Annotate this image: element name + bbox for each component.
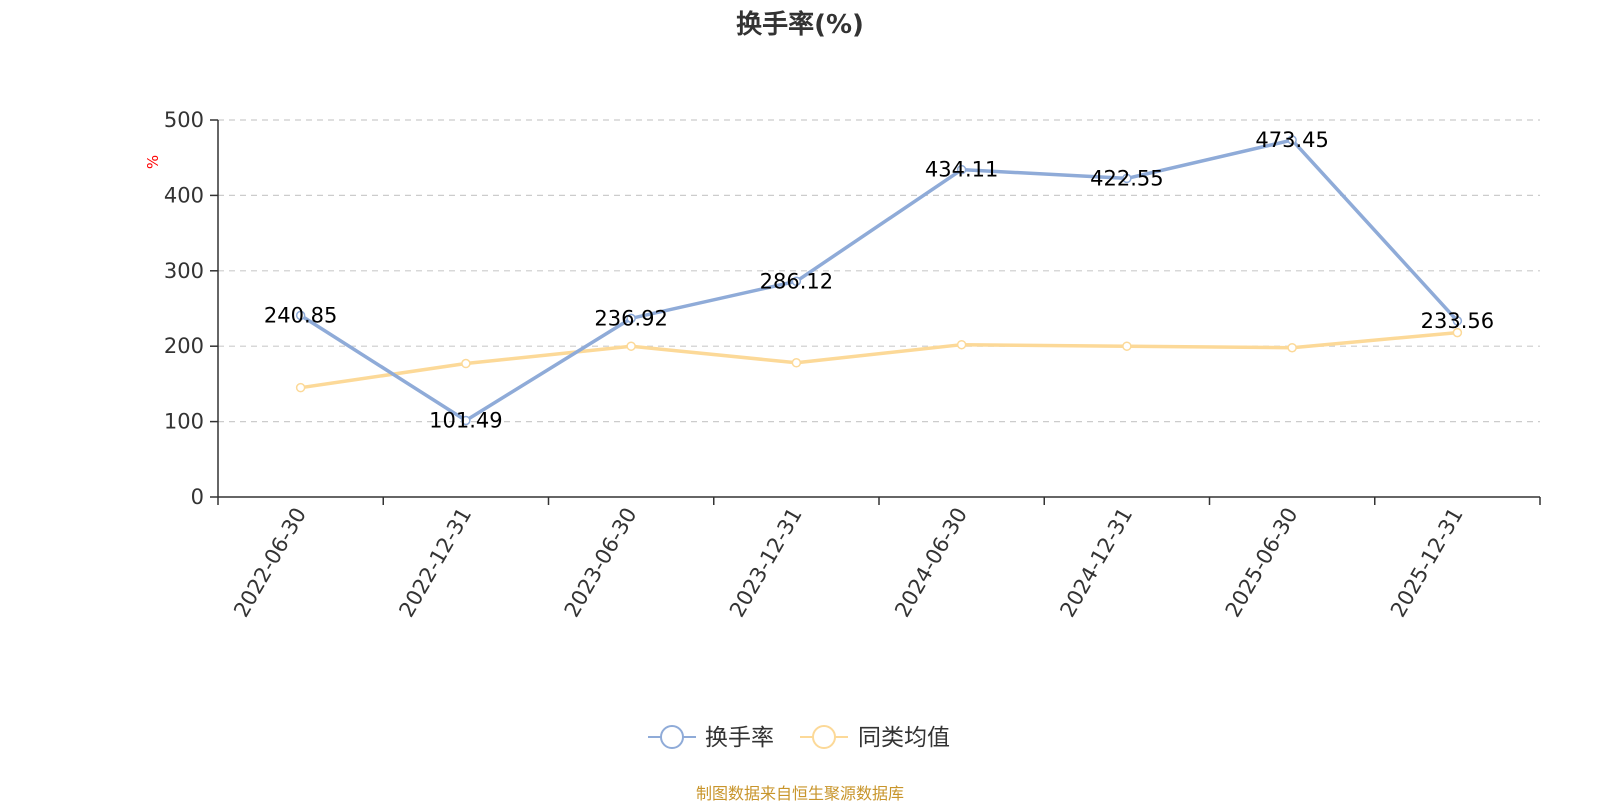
data-point	[626, 341, 636, 351]
y-tick-label: 300	[164, 259, 204, 283]
data-label: 434.11	[925, 158, 998, 182]
chart-title: 换手率(%)	[736, 10, 864, 40]
data-point	[1452, 316, 1463, 326]
data-point	[295, 310, 306, 321]
y-tick-label: 400	[164, 183, 204, 207]
data-point	[791, 276, 802, 287]
data-label: 233.56	[1421, 309, 1494, 333]
x-tick-label: 2023-12-31	[725, 504, 807, 622]
x-tick-label: 2025-06-30	[1221, 504, 1303, 622]
series-line-0	[299, 138, 1459, 423]
y-axis-label: %	[144, 155, 162, 169]
data-point	[956, 339, 967, 350]
legend: 换手率 同类均值	[648, 725, 950, 751]
data-label: 422.55	[1090, 166, 1163, 190]
x-tick-label: 2022-12-31	[394, 504, 476, 622]
legend-label-1: 同类均值	[858, 725, 950, 751]
x-tick-label: 2024-06-30	[890, 504, 972, 622]
data-label: 473.45	[1255, 128, 1328, 152]
x-tick-label: 2024-12-31	[1055, 504, 1137, 622]
data-point	[461, 358, 471, 369]
x-tick-label: 2022-06-30	[229, 504, 311, 622]
data-labels: 240.85 101.49 236.92 286.12 434.11 422.55 473.…	[264, 128, 1494, 432]
data-point	[295, 382, 306, 393]
grid-lines	[218, 119, 1540, 423]
data-point	[626, 313, 636, 324]
data-point	[1122, 173, 1132, 184]
legend-marker-0	[660, 725, 684, 749]
data-point	[1287, 135, 1297, 145]
data-label: 101.49	[429, 408, 502, 432]
data-point	[956, 164, 967, 175]
source-note: 制图数据来自恒生聚源数据库	[695, 784, 904, 803]
legend-label-0: 换手率	[705, 725, 774, 751]
y-tick-label: 500	[164, 108, 204, 132]
data-point	[1122, 341, 1132, 351]
series-line-1	[300, 330, 1458, 390]
data-label: 286.12	[760, 269, 833, 293]
x-tick-label: 2025-12-31	[1386, 504, 1468, 622]
data-point	[1287, 342, 1297, 353]
legend-marker-1	[812, 725, 836, 749]
data-point	[1452, 327, 1463, 338]
data-label: 240.85	[264, 303, 337, 327]
y-tick-label: 0	[191, 485, 204, 509]
data-point	[791, 358, 802, 368]
series-lines	[295, 135, 1463, 426]
data-label: 236.92	[594, 306, 667, 330]
y-tick-label: 100	[164, 410, 204, 434]
data-point	[461, 415, 471, 426]
y-tick-label: 200	[164, 334, 204, 358]
x-tick-label: 2023-06-30	[560, 504, 642, 622]
